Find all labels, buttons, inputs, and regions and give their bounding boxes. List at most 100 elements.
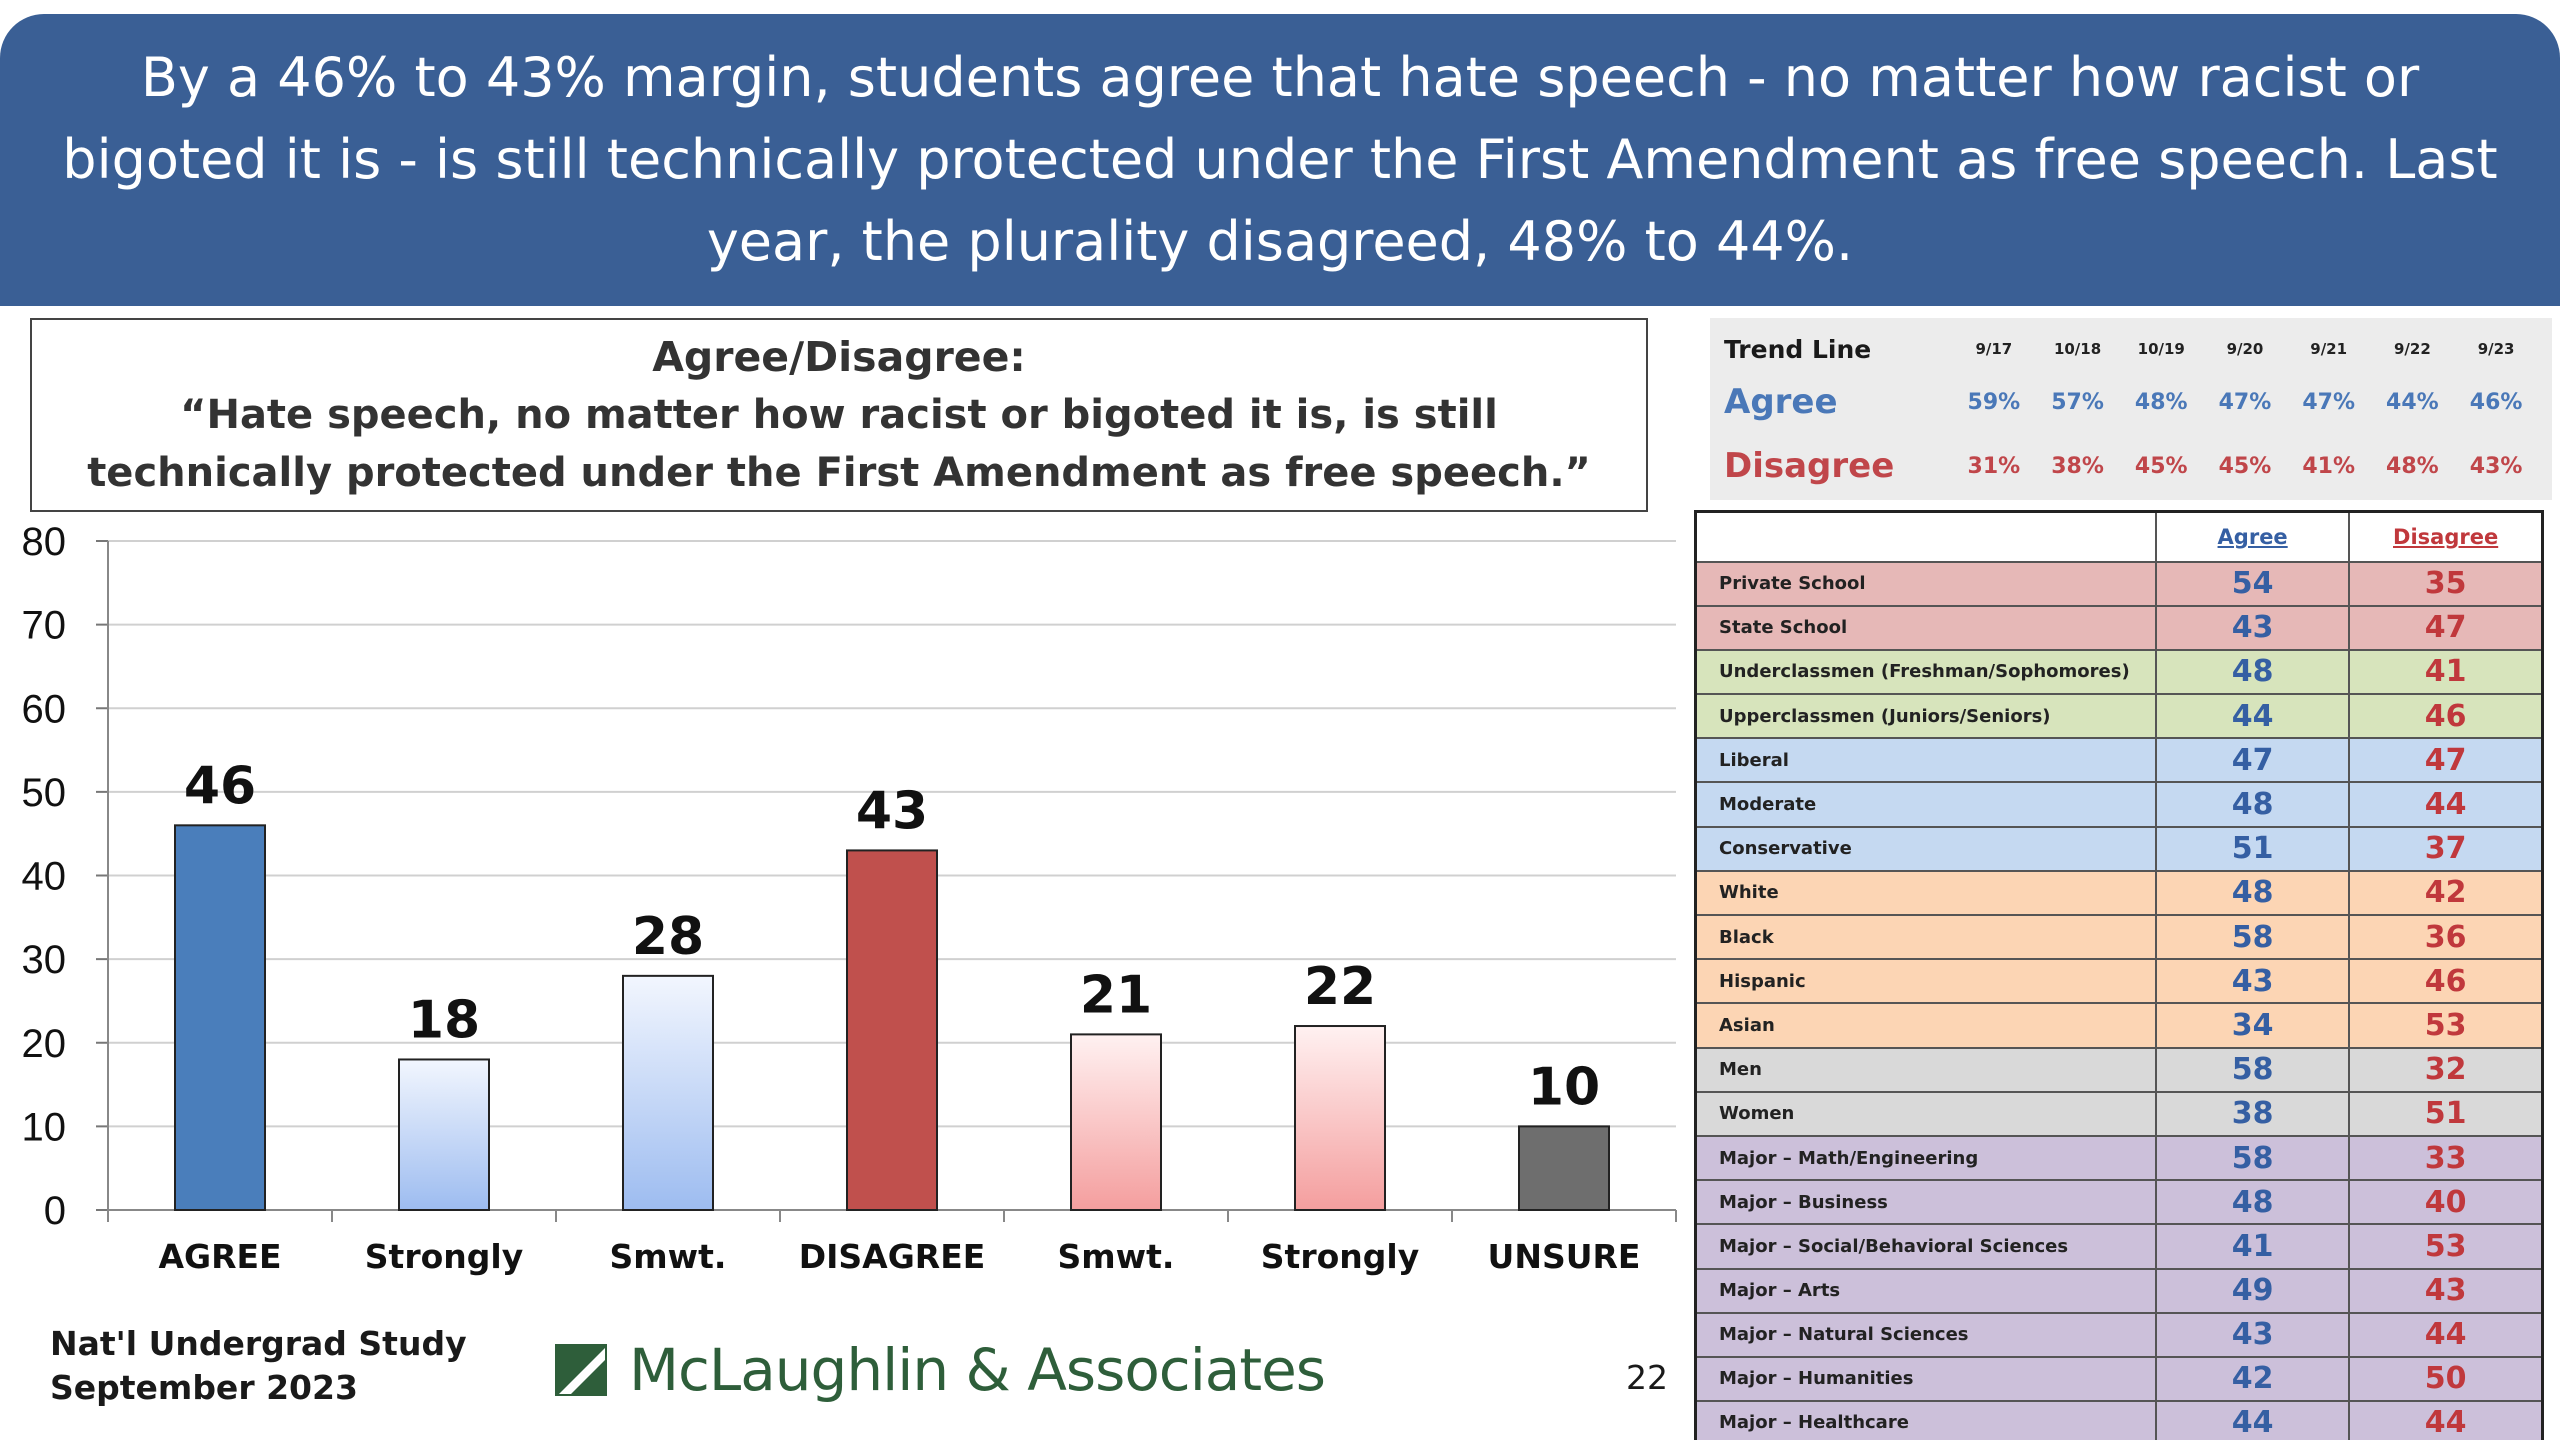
demographics-header-agree: Agree [2154,510,2351,563]
demographics-agree-value: 38 [2154,1090,2351,1137]
x-category-label: AGREE [158,1237,281,1276]
demographics-row-label: Major – Business [1694,1179,2157,1226]
demographics-disagree-value: 46 [2348,958,2544,1005]
trend-title: Trend Line [1724,334,1872,364]
demographics-agree-value: 47 [2154,737,2351,784]
logo-mark-icon [555,1344,607,1396]
trend-agree-value: 57% [2051,389,2104,415]
demographics-row: Men 58 32 [1694,1046,2544,1093]
x-category-label: DISAGREE [799,1237,986,1276]
chart-labels: 46 AGREE 18 Strongly 28 Smwt. 43 DISAGREE 21 Smwt… [158,756,1640,1276]
y-tick-label: 0 [44,1189,66,1233]
trend-table: Trend Line 9/17 10/18 10/19 9/20 9/21 9/… [1724,328,2538,498]
x-category-label: Strongly [1261,1237,1419,1276]
demographics-disagree-value: 32 [2348,1046,2544,1093]
trend-disagree-value: 45% [2134,453,2188,479]
trend-disagree-row: Disagree 31% 38% 45% 45% 41% 48% 43% [1724,434,2538,498]
bar [846,849,938,1211]
study-title: Nat'l Undergrad Study [50,1324,467,1363]
bar-value-label: 21 [1080,965,1152,1025]
demographics-row-label: Major – Social/Behavioral Sciences [1694,1223,2157,1270]
demographics-disagree-value: 53 [2348,1223,2544,1270]
demographics-row: Moderate 48 44 [1694,781,2544,828]
x-category-label: UNSURE [1488,1237,1641,1276]
trend-disagree-label: Disagree [1724,446,1895,486]
demographics-agree-value: 43 [2154,1311,2351,1358]
demographics-disagree-value: 47 [2348,604,2544,651]
bar-value-label: 22 [1304,957,1376,1017]
trend-agree-value: 47% [2302,389,2355,415]
demographics-row: Women 38 51 [1694,1090,2544,1137]
demographics-row: Private School 54 35 [1694,560,2544,607]
bar [174,824,266,1211]
trend-date: 10/19 [2137,340,2185,358]
demographics-agree-value: 44 [2154,1400,2351,1440]
demographics-header-blank [1694,510,2157,563]
bar-value-label: 18 [408,990,480,1050]
bar [622,974,714,1211]
demographics-row: Hispanic 43 46 [1694,958,2544,1005]
demographics-row: Liberal 47 47 [1694,737,2544,784]
demographics-agree-value: 58 [2154,1134,2351,1182]
demographics-row-label: Liberal [1694,737,2157,784]
demographics-row-label: Major – Humanities [1694,1355,2157,1403]
trend-disagree-value: 43% [2469,453,2523,479]
demographics-disagree-value: 42 [2348,869,2544,917]
demographics-table: Agree Disagree Private School 54 35 State S… [1694,510,2544,1440]
demographics-header-row: Agree Disagree [1694,510,2544,563]
trend-date: 9/22 [2393,340,2431,358]
trend-header-row: Trend Line 9/17 10/18 10/19 9/20 9/21 9/… [1724,328,2538,370]
headline: By a 46% to 43% margin, students agree t… [62,46,2498,273]
demographics-row: Major – Natural Sciences 43 44 [1694,1311,2544,1358]
demographics-agree-value: 34 [2154,1002,2351,1049]
demographics-agree-value: 44 [2154,693,2351,740]
demographics-row: State School 43 47 [1694,604,2544,651]
demographics-disagree-value: 37 [2348,825,2544,872]
question-box: Agree/Disagree: “Hate speech, no matter … [30,318,1648,512]
demographics-agree-value: 48 [2154,648,2351,696]
chart-bars [174,824,1610,1212]
demographics-row-label: Major – Healthcare [1694,1400,2157,1440]
demographics-agree-value: 48 [2154,781,2351,828]
demographics-agree-value: 51 [2154,825,2351,872]
page-number: 22 [1626,1358,1668,1397]
trend-date: 10/18 [2053,340,2102,358]
demographics-disagree-value: 35 [2348,560,2544,607]
demographics-row: Major – Business 48 40 [1694,1179,2544,1226]
demographics-row-label: Major – Natural Sciences [1694,1311,2157,1358]
demographics-row: Black 58 36 [1694,913,2544,961]
trend-disagree-value: 41% [2302,453,2355,479]
bar-value-label: 28 [632,907,704,967]
demographics-row-label: Major – Math/Engineering [1694,1134,2157,1182]
demographics-row-label: Underclassmen (Freshman/Sophomores) [1694,648,2157,696]
demographics-disagree-value: 44 [2348,1400,2544,1440]
x-category-label: Smwt. [610,1237,727,1276]
demographics-row-label: Men [1694,1046,2157,1093]
demographics-row: Conservative 51 37 [1694,825,2544,872]
demographics-disagree-value: 53 [2348,1002,2544,1049]
trend-disagree-value: 45% [2218,453,2272,479]
y-tick-label: 20 [22,1022,67,1066]
trend-agree-value: 46% [2469,389,2523,415]
bar [1294,1025,1386,1212]
demographics-row-label: Major – Arts [1694,1267,2157,1314]
trend-date: 9/23 [2477,340,2515,358]
demographics-agree-value: 58 [2154,1046,2351,1093]
trend-disagree-value: 31% [1967,453,2021,479]
trend-disagree-value: 38% [2051,453,2104,479]
demographics-row: Underclassmen (Freshman/Sophomores) 48 41 [1694,648,2544,696]
demographics-row-label: Private School [1694,560,2157,607]
demographics-agree-value: 49 [2154,1267,2351,1314]
x-category-label: Strongly [365,1237,523,1276]
trend-agree-row: Agree 59% 57% 48% 47% 47% 44% 46% [1724,370,2538,434]
trend-disagree-value: 48% [2386,453,2439,479]
y-tick-label: 40 [22,855,67,899]
header-banner: By a 46% to 43% margin, students agree t… [0,14,2560,306]
demographics-row-label: White [1694,869,2157,917]
demographics-disagree-value: 43 [2348,1267,2544,1314]
y-tick-label: 60 [22,687,67,731]
demographics-row: Major – Social/Behavioral Sciences 41 53 [1694,1223,2544,1270]
demographics-row: Major – Arts 49 43 [1694,1267,2544,1314]
demographics-agree-value: 48 [2154,1179,2351,1226]
bar-value-label: 46 [184,756,256,816]
